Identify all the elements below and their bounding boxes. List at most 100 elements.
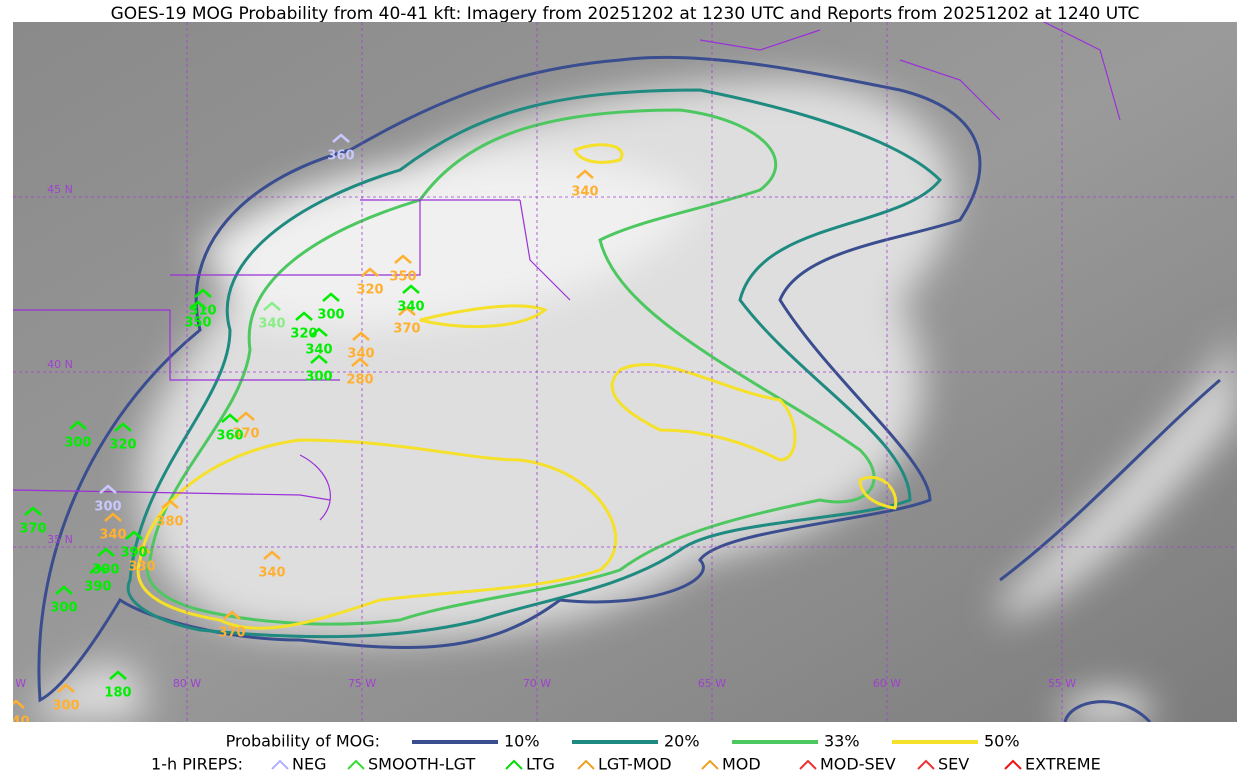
legend-symbol [701,759,719,770]
legend: Probability of MOG: 10% 20% 33% 50% 1-h PIREP… [151,732,1101,774]
pirep-symbol [223,610,241,620]
pirep-symbol [125,530,143,540]
contour-10 [1063,700,1152,722]
pirep-symbol [332,133,350,143]
borders [13,22,1121,521]
pirep-symbol [398,306,416,316]
pirep-symbol [133,544,151,554]
legend-label: MOD [722,755,761,774]
pirep-label: 370 [19,522,46,537]
pirep-symbol [104,512,122,522]
pirep-symbol [310,354,328,364]
pirep-symbol [221,413,239,423]
legend-label: NEG [292,755,326,774]
pirep-label: 390 [92,563,119,578]
pirep-symbol [351,357,369,367]
pirep-symbol [97,547,115,557]
pirep-label: 350 [389,270,416,285]
pirep-label: 360 [327,149,354,164]
pirep-label: 320 [290,327,317,342]
legend-label: LGT-MOD [598,755,672,774]
lon-label: 70 W [523,677,551,690]
graticule [13,22,1237,722]
pirep-label: 300 [50,601,77,616]
pirep-symbol [322,292,340,302]
legend-symbol [347,759,365,770]
pirep-label: 370 [218,626,245,641]
legend-symbol [917,759,935,770]
lon-label: 80 W [173,677,201,690]
pirep-label: 350 [184,316,211,331]
pirep-label: 330 [128,560,155,575]
pirep-symbol [402,284,420,294]
pirep-symbol [295,311,313,321]
lon-label: 55 W [1048,677,1076,690]
contour-20 [126,88,943,639]
lon-label: 75 W [348,677,376,690]
pirep-label: 340 [258,317,285,332]
pirep-symbol [189,300,207,310]
pirep-symbol [57,683,75,693]
pirep-symbol [109,670,127,680]
contour-50 [610,363,797,462]
pirep-symbol [55,585,73,595]
map: 45 N 40 N 35 N 85 W 80 W 75 W 70 W 65 W 60 W 55 W… [0,22,1237,730]
pirep-label: 300 [305,370,332,385]
pirep-label: 340 [397,300,424,315]
title: GOES-19 MOG Probability from 40-41 kft: … [111,4,1140,24]
legend-label: 20% [664,732,700,751]
pirep-label: 340 [571,185,598,200]
pirep-label: 300 [94,500,121,515]
pirep-symbol [13,699,25,709]
legend-symbol [1004,759,1022,770]
pirep-label: 310 [189,304,216,319]
pirep-label: 340 [2,715,29,730]
pirep-symbol [99,484,117,494]
legend-symbol [799,759,817,770]
pirep-label: 340 [347,347,374,362]
contour-33 [146,108,876,626]
pirep-symbol [89,564,107,574]
pirep-label: 280 [346,373,373,388]
pirep-symbol [263,550,281,560]
lon-label: 65 W [698,677,726,690]
contour-10 [37,55,982,703]
pirep-symbol [114,422,132,432]
pirep-label: 360 [216,429,243,444]
pirep-label: 320 [356,283,383,298]
contour-50 [573,143,624,164]
legend-label: SEV [938,755,969,774]
legend-label: SMOOTH-LGT [368,755,475,774]
legend-label: 50% [984,732,1020,751]
contours [37,55,1221,722]
legend-label: LTG [526,755,555,774]
pirep-symbol [310,327,328,337]
pirep-symbol [352,331,370,341]
legend-symbol [577,759,595,770]
legend-symbol [271,759,289,770]
legend-label: 33% [824,732,860,751]
pirep-label: 390 [84,580,111,595]
contour-10 [999,378,1221,582]
legend-label: MOD-SEV [820,755,896,774]
pirep-symbol [161,499,179,509]
pirep-label: 340 [258,566,285,581]
lon-label: 85 W [0,677,26,690]
pirep-symbol [24,506,42,516]
pirep-label: 320 [109,438,136,453]
pirep-symbol [194,288,212,298]
legend-symbol [505,759,523,770]
lat-label: 35 N [47,533,73,546]
contour-50 [858,475,898,510]
pirep-symbol [237,411,255,421]
pirep-label: 340 [99,528,126,543]
pirep-symbol [263,301,281,311]
lat-label: 40 N [47,358,73,371]
map-labels: 45 N 40 N 35 N 85 W 80 W 75 W 70 W 65 W 60 W 55 W… [0,133,1076,730]
pirep-label: 340 [305,343,332,358]
pirep-symbol [361,267,379,277]
pirep-label: 390 [120,546,147,561]
contour-50 [136,438,618,630]
